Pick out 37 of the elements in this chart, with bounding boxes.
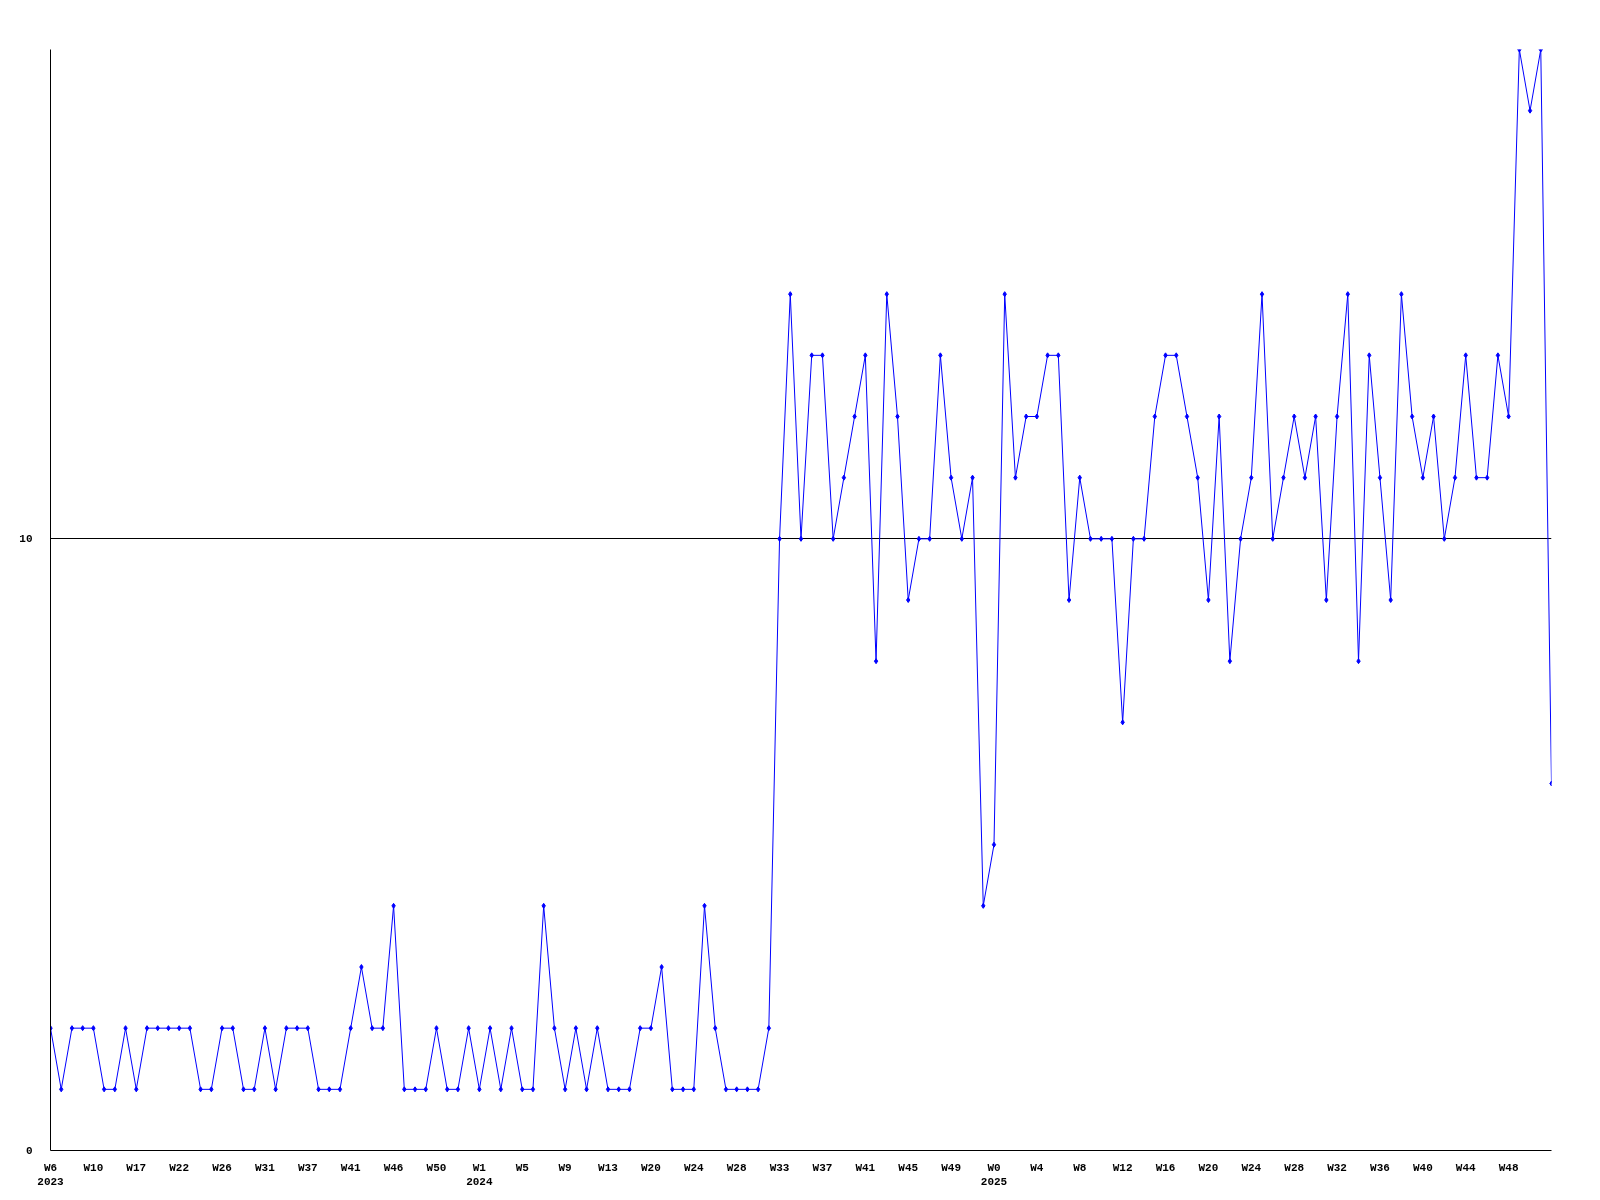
x-tick-label: W33 (769, 1161, 790, 1174)
x-tick-label: W26 (212, 1161, 232, 1174)
x-tick-label: W36 (1370, 1161, 1390, 1174)
x-tick-label: W44 (1455, 1161, 1477, 1174)
x-tick-label: W46 (383, 1161, 404, 1174)
x-tick-label: W48 (1498, 1161, 1519, 1174)
x-tick-label: W17 (126, 1161, 147, 1174)
x-tick-label: W37 (812, 1161, 833, 1174)
x-tick-label: W1 2024 (466, 1161, 493, 1188)
x-tick-label: W31 (255, 1161, 276, 1174)
x-tick-label: W37 (297, 1161, 318, 1174)
x-tick-label: W6 2023 (37, 1161, 65, 1188)
x-tick-label: W32 (1327, 1161, 1347, 1174)
x-tick-label: W20 (1198, 1161, 1219, 1174)
x-tick-label: W41 (340, 1161, 361, 1174)
x-tick-label: W41 (855, 1161, 876, 1174)
x-tick-label: W50 (426, 1161, 447, 1174)
x-tick-label: W45 (898, 1161, 919, 1174)
x-tick-label: W16 (1155, 1161, 1176, 1174)
x-tick-label: W13 (598, 1161, 619, 1174)
x-tick-label: W24 (683, 1161, 705, 1174)
x-tick-label: W24 (1241, 1161, 1262, 1174)
y-tick-label: 0 (25, 1145, 33, 1157)
x-tick-label: W28 (726, 1161, 747, 1174)
x-tick-label: W9 (558, 1161, 572, 1174)
x-tick-label: W12 (1112, 1161, 1133, 1174)
x-tick-label: W0 2025 (980, 1161, 1008, 1188)
x-tick-label: W20 (641, 1161, 661, 1174)
x-tick-label: W49 (941, 1161, 962, 1174)
x-tick-label: W10 (83, 1161, 104, 1174)
y-tick-label: 10 (19, 533, 33, 546)
x-tick-label: W28 (1284, 1161, 1305, 1174)
x-tick-label: W22 (169, 1161, 190, 1174)
x-tick-label: W5 (515, 1161, 530, 1174)
x-tick-label: W4 (1030, 1161, 1044, 1174)
x-tick-label: W40 (1412, 1161, 1433, 1174)
x-tick-label: W8 (1073, 1161, 1087, 1174)
